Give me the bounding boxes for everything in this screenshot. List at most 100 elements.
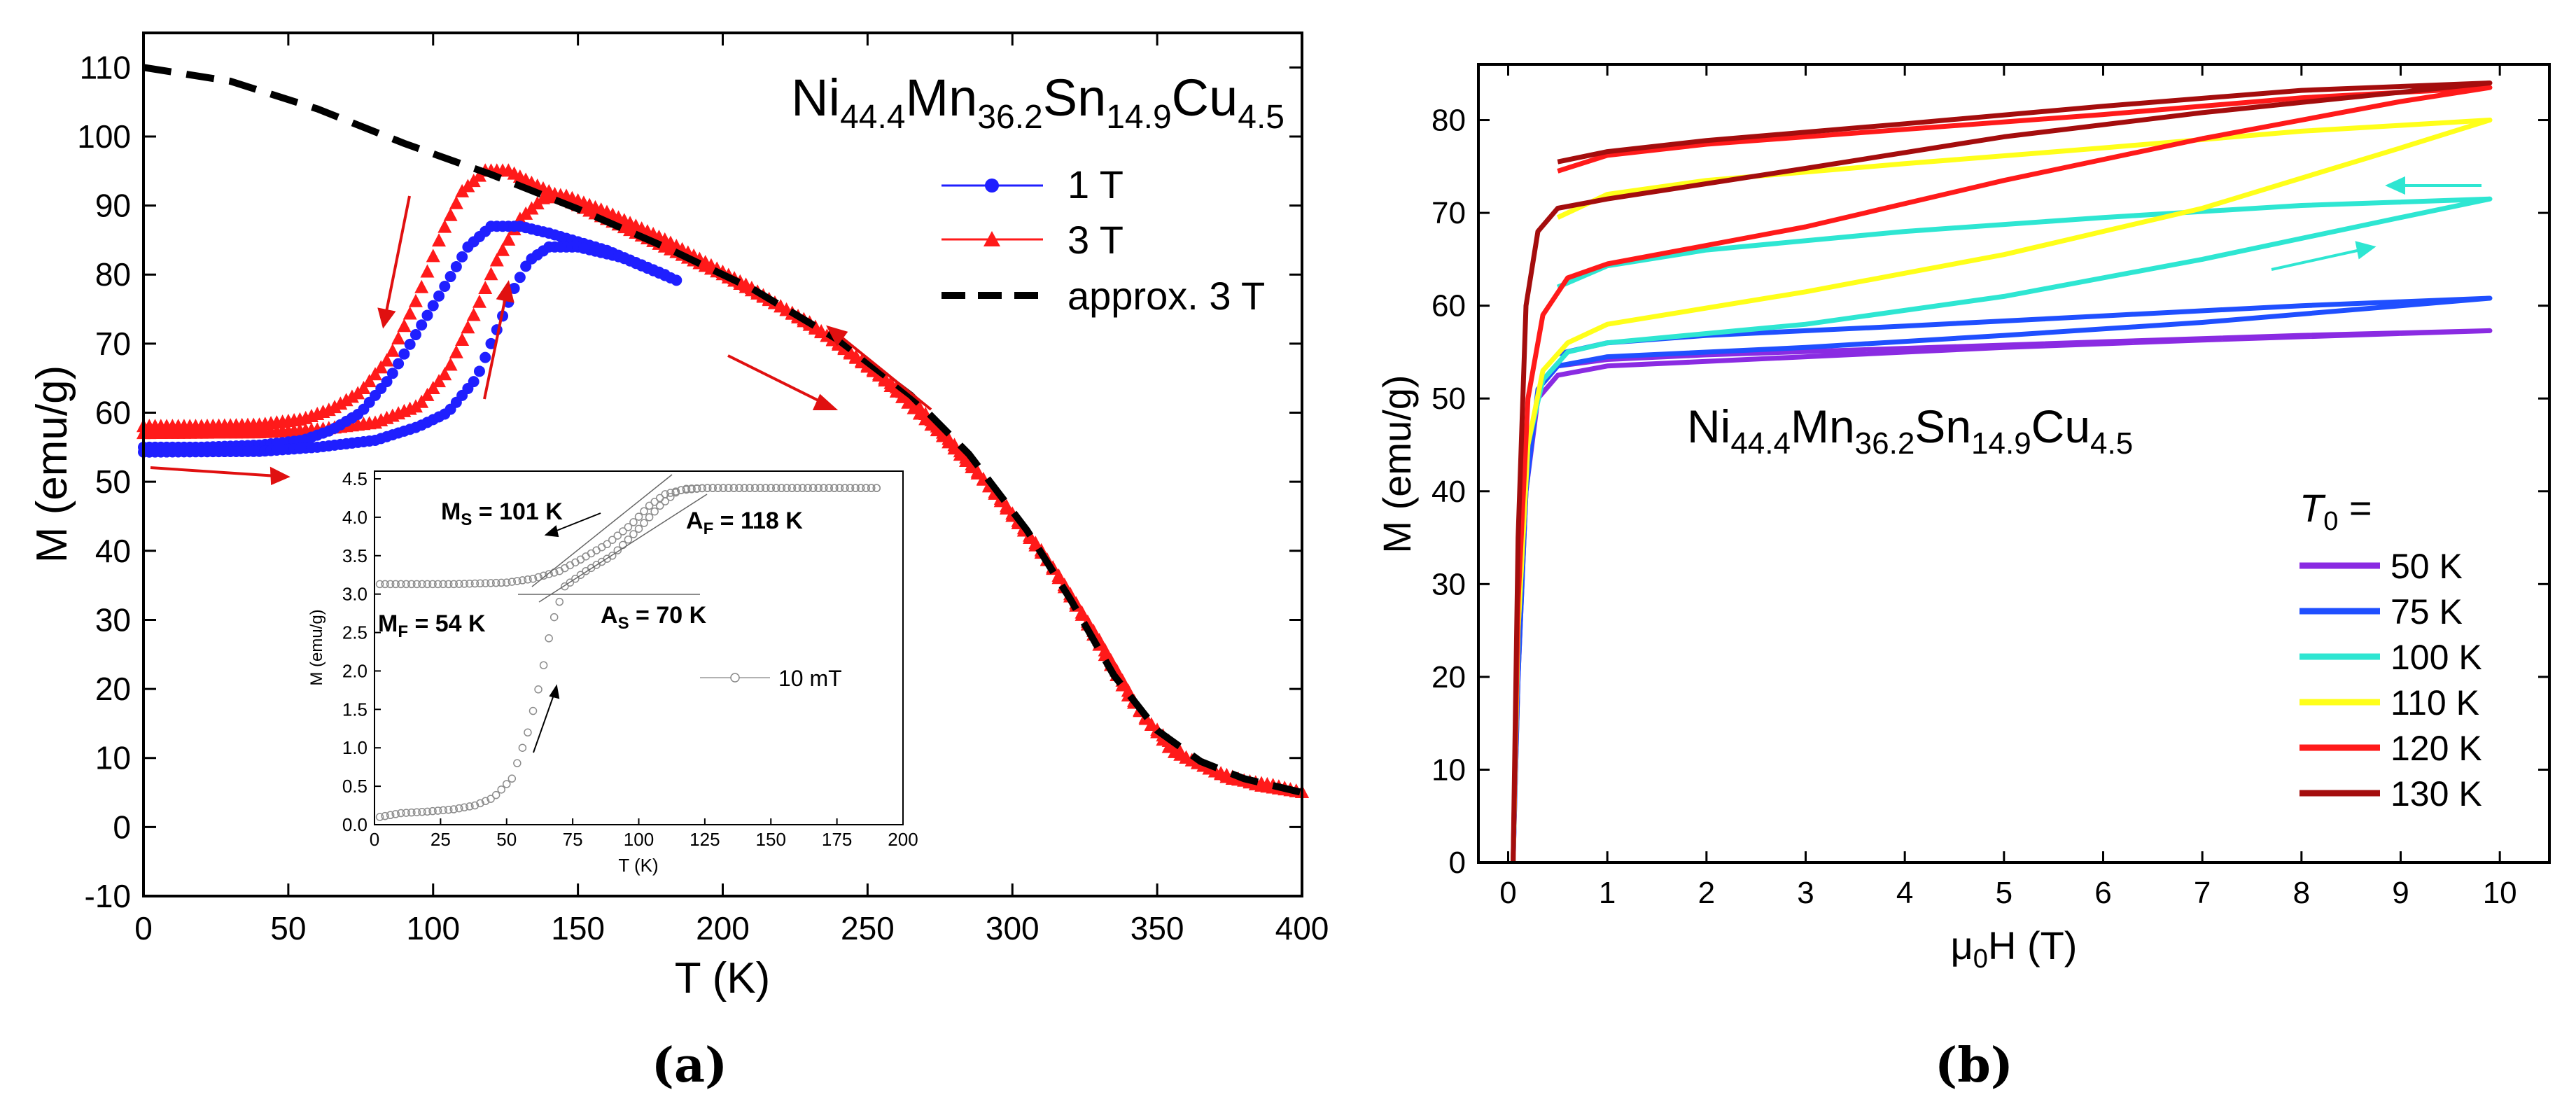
data-point-3t	[1121, 683, 1135, 697]
x-axis-label-b: μ0H (T)	[1951, 923, 2078, 974]
inset-data-point	[814, 484, 822, 492]
inset-data-point	[444, 580, 453, 589]
inset-data-point	[503, 780, 511, 788]
x-tick-label-b: 4	[1896, 876, 1913, 910]
inset-data-point	[682, 484, 691, 493]
x-tick-label-b: 5	[1996, 876, 2012, 910]
data-point-3t	[484, 267, 498, 281]
inset-data-point	[624, 523, 633, 531]
arrow-b-increasing	[2271, 249, 2361, 271]
legend-label-approx: approx. 3 T	[1068, 274, 1265, 318]
y-tick-label-b: 60	[1432, 289, 1466, 323]
inset-data-point	[407, 808, 416, 817]
x-tick-label-a: 150	[551, 910, 605, 946]
inset-data-point	[820, 484, 828, 492]
inset-data-point	[439, 580, 447, 589]
inset-x-tick-label: 175	[822, 829, 852, 850]
series-line-120k	[1511, 85, 2493, 863]
y-tick-label-a: 100	[77, 118, 131, 155]
y-tick-label-a: 70	[95, 326, 131, 362]
data-point-3t	[443, 207, 458, 221]
series-line-130k	[1511, 81, 2493, 863]
direction-arrows-a	[150, 195, 932, 485]
legend-label-75k: 75 K	[2390, 592, 2463, 631]
inset-plot-area	[375, 484, 881, 821]
inset-data-point	[746, 484, 754, 492]
inset-data-point	[830, 484, 839, 492]
inset-data-point	[375, 813, 384, 821]
x-tick-label-b: 3	[1797, 876, 1814, 910]
tangent-line-ms	[531, 474, 673, 587]
data-point-3t	[408, 293, 423, 307]
inset-x-tick-label: 50	[496, 829, 517, 850]
inset-annotation-ms: MS = 101 K	[441, 498, 563, 529]
inset-data-point	[729, 484, 738, 492]
x-tick-label-a: 200	[696, 910, 750, 946]
direction-arrows-b	[2271, 176, 2482, 271]
legend-label-3t: 3 T	[1068, 218, 1124, 262]
inset-y-tick-label: 1.5	[342, 699, 368, 720]
inset-data-point	[783, 484, 791, 492]
panel-label-b: (b)	[1935, 1037, 2013, 1093]
legend-marker-3t	[983, 231, 1000, 246]
inset-data-point	[750, 484, 760, 492]
inset-arrowhead-heating	[549, 684, 560, 699]
inset-data-point	[655, 494, 664, 503]
inset-data-point	[486, 795, 495, 803]
inset-data-point	[391, 810, 400, 818]
inset-data-point	[798, 484, 807, 492]
inset-data-point	[788, 484, 797, 492]
data-point-3t	[339, 393, 354, 407]
inset-data-point	[402, 580, 411, 589]
inset-arrow-heating	[533, 692, 555, 753]
inset-data-point	[687, 484, 696, 493]
inset-data-point	[423, 807, 432, 816]
inset-x-tick-label: 0	[370, 829, 379, 850]
y-tick-label-b: 30	[1432, 567, 1466, 601]
inset-data-point	[465, 579, 474, 588]
legend-title-b: T0 =	[2300, 486, 2372, 536]
inset-y-axis-label: M (emu/g)	[307, 609, 326, 685]
inset-data-point	[518, 743, 527, 752]
data-point-1t	[450, 260, 462, 272]
inset-data-point	[555, 597, 564, 606]
inset-data-point	[407, 580, 416, 589]
x-tick-label-b: 6	[2094, 876, 2111, 910]
inset-data-point	[724, 484, 733, 492]
arrow-heating-start	[150, 466, 277, 477]
inset-data-point	[576, 571, 585, 579]
inset-data-point	[677, 486, 685, 494]
data-point-3t	[402, 306, 417, 320]
arrowhead-heating-start	[270, 466, 290, 485]
y-tick-label-b: 10	[1432, 753, 1466, 787]
data-point-3t	[385, 343, 400, 357]
legend-label-1t: 1 T	[1068, 162, 1124, 207]
inset-data-point	[455, 804, 463, 813]
chart-panel-b: 0 1 2 3 4 5 6 7 8 9 10 0 10 20 30 40 50 60 70 80 Ni44.4Mn36…	[1375, 63, 2551, 974]
data-point-1t	[456, 251, 468, 263]
series-line-75k	[1511, 295, 2493, 863]
inset-data-point	[719, 484, 728, 492]
data-point-1t	[416, 319, 428, 331]
data-point-1t	[381, 376, 393, 388]
arrowhead-b-decreasing	[2385, 176, 2405, 195]
arrowhead-cooling-high	[826, 325, 848, 347]
y-tick-label-a: 50	[95, 463, 131, 500]
data-point-3t	[1074, 605, 1089, 619]
inset-data-point	[692, 484, 701, 493]
x-tick-label-b: 10	[2483, 876, 2517, 910]
inset-data-point	[841, 484, 849, 492]
inset-data-point	[507, 774, 517, 783]
chart-annotation-b: Ni44.4Mn36.2Sn14.9Cu4.5	[1687, 400, 2133, 461]
inset-x-tick-label: 125	[690, 829, 720, 850]
arrowhead-heating-up	[496, 280, 514, 303]
data-point-1t	[393, 358, 405, 370]
inset-data-point	[465, 802, 474, 811]
inset-data-point	[534, 573, 542, 582]
inset-data-point	[777, 484, 786, 492]
inset-data-point	[418, 808, 426, 816]
inset-data-point	[561, 582, 569, 591]
inset-data-point	[629, 518, 638, 526]
inset-data-point	[613, 546, 622, 554]
inset-data-point	[524, 728, 532, 737]
